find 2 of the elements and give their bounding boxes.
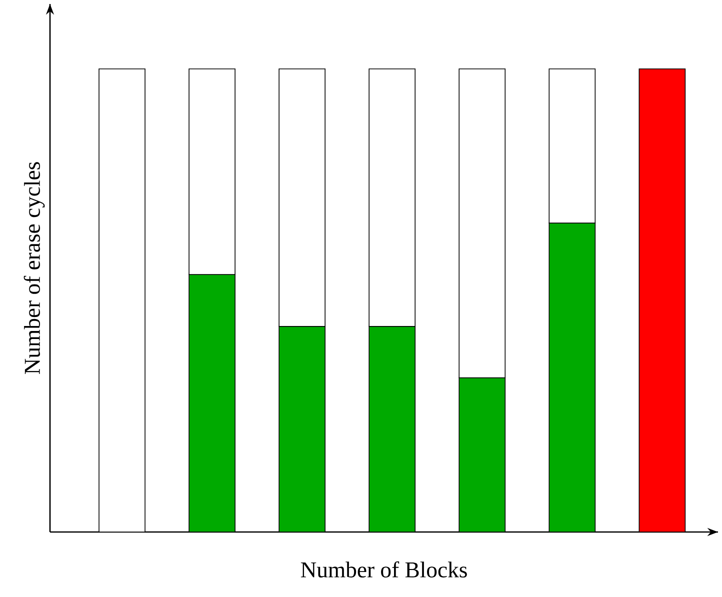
x-axis-title: Number of Blocks: [300, 561, 467, 578]
y-axis-title: Number of erase cycles: [24, 162, 45, 374]
